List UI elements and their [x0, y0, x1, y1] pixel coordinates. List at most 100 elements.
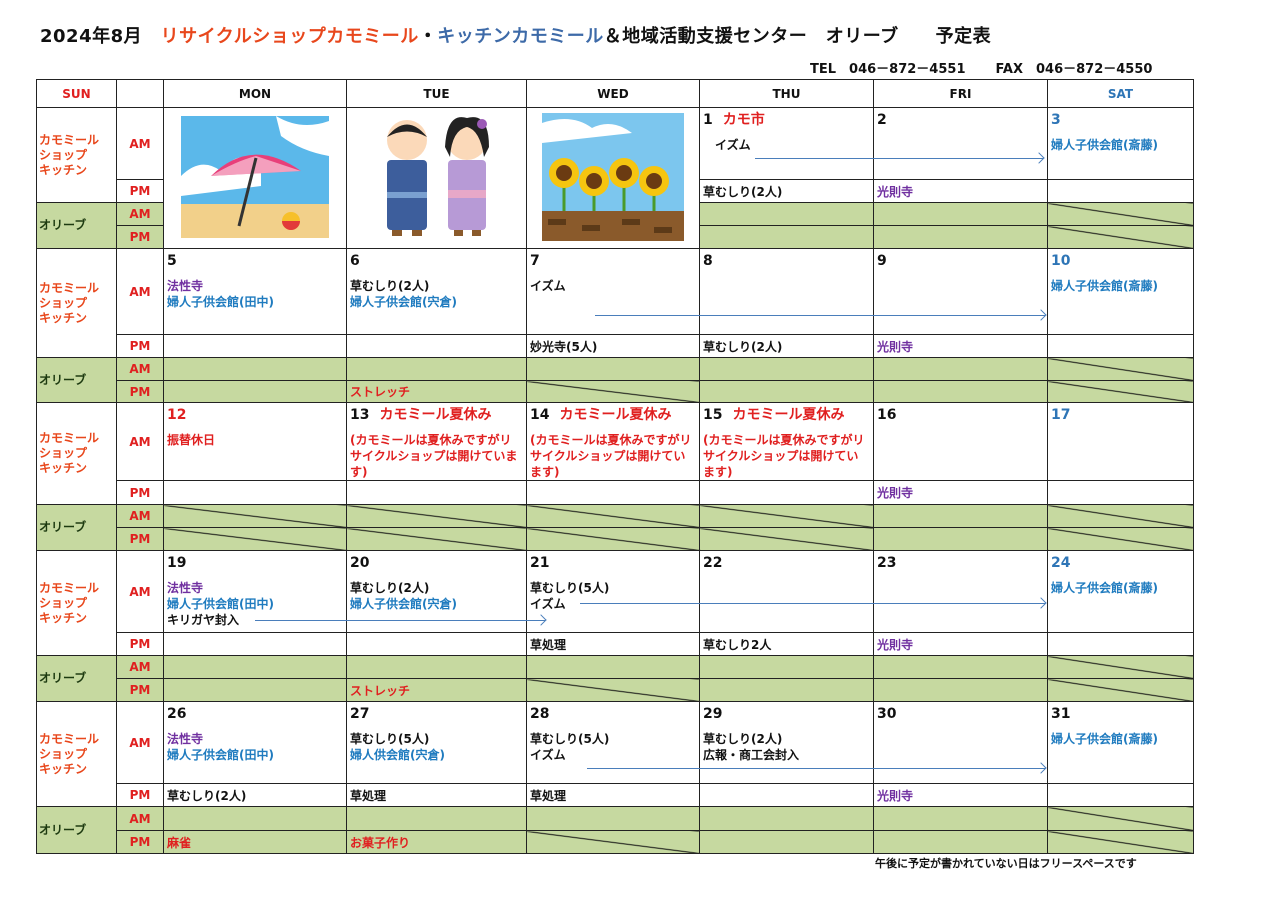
date-number: 28 [530, 706, 550, 722]
event-label: 草むしり(2人) [167, 788, 247, 803]
olive-pm-row: PM ストレッチ [37, 678, 1194, 702]
olive-am-row: オリーブ AM [36, 504, 1194, 551]
date-number: 5 [167, 253, 177, 269]
event-label: 光則寺 [877, 486, 914, 500]
event-label: (カモミールは夏休みですがリサイクルショップは開けています) [530, 433, 692, 479]
day-events: 草むしり(5人) 婦人供会館(宍倉) [350, 731, 523, 763]
schedule-calendar: SUN MON TUE WED THU FRI SAT カモミール ショップ キッチン AM 1 カモ… [36, 79, 1194, 854]
day-cell-24: 24 婦人子供会館(斎藤) [1047, 550, 1194, 633]
weekday-header-thu: THU [699, 79, 874, 108]
group-label-line: キッチン [39, 761, 88, 776]
pm-cell [1047, 632, 1194, 656]
sunflowers-icon [542, 112, 684, 241]
weekday-header-wed: WED [526, 79, 700, 108]
group-label-kamomile: カモミール ショップ キッチン [36, 701, 117, 807]
day-date: 12 [167, 406, 343, 424]
day-cell-6: 6 草むしり(2人) 婦人子供会館(宍倉) [346, 248, 527, 335]
olive-am-cell [526, 504, 700, 528]
tel-number: TEL 046－872－4551 [810, 62, 966, 77]
olive-am-cell [163, 357, 347, 381]
date-number: 29 [703, 706, 723, 722]
day-date: 21 [530, 554, 696, 572]
day-cell-31: 31 婦人子供会館(斎藤) [1047, 701, 1194, 784]
event-label: イズム [530, 597, 566, 611]
olive-am-row: オリーブ AM [36, 202, 1194, 249]
olive-pm-cell [1047, 380, 1194, 403]
day-cell-2: 2 [873, 107, 1048, 180]
am-label: AM [116, 701, 164, 784]
olive-am-cell [873, 655, 1048, 679]
day-events: 婦人子供会館(斎藤) [1051, 137, 1190, 153]
day-events: (カモミールは夏休みですがリサイクルショップは開けています) [530, 432, 696, 480]
event-label: イズム [530, 748, 566, 762]
event-label: 光則寺 [877, 339, 914, 354]
event-label: 草むしり(5人) [530, 581, 610, 595]
day-date: 15 カモミール夏休み [703, 406, 870, 424]
pm-label: PM [116, 527, 164, 551]
olive-pm-cell [1047, 527, 1194, 551]
pm-cell [1047, 179, 1194, 203]
event-label: (カモミールは夏休みですがリサイクルショップは開けています) [350, 433, 518, 479]
pm-cell: 草むしり(2人) [163, 783, 347, 807]
group-label-olive: オリーブ [36, 504, 117, 551]
group-label-line: カモミール [39, 132, 100, 147]
day-date: 29 [703, 705, 870, 723]
am-label: AM [116, 655, 164, 679]
olive-pm-cell [699, 380, 874, 403]
olive-pm-cell [526, 527, 700, 551]
date-number: 3 [1051, 112, 1061, 128]
olive-am-cell [346, 806, 527, 831]
olive-am-cell [526, 806, 700, 831]
am-label: AM [116, 357, 164, 381]
group-label-olive: オリーブ [36, 655, 117, 702]
group-label-line: カモミール [39, 431, 100, 445]
day-cell-26: 26 法性寺 婦人子供会館(田中) [163, 701, 347, 784]
olive-am-row: オリーブ AM [36, 806, 1194, 854]
event-label: 草むしり(5人) [530, 732, 610, 746]
olive-pm-cell [163, 380, 347, 403]
title-kitchen: キッチンカモミール [437, 26, 604, 47]
kamomile-pm-row: PM 光則寺 [37, 480, 1194, 505]
pm-cell: 草むしり(2人) [699, 334, 874, 358]
olive-am-cell [873, 202, 1048, 226]
day-date: 5 [167, 252, 343, 270]
am-label: AM [116, 107, 164, 180]
date-number: 17 [1051, 407, 1071, 423]
group-label-olive: オリーブ [36, 357, 117, 403]
group-label-line: キッチン [39, 461, 88, 475]
day-cell-16: 16 [873, 402, 1048, 481]
day-date: 13 カモミール夏休み [350, 406, 523, 424]
day-events: (カモミールは夏休みですがリサイクルショップは開けています) [350, 432, 523, 480]
continuation-arrow [755, 158, 1043, 159]
group-label-line: カモミール [39, 580, 100, 595]
pm-label: PM [116, 678, 164, 702]
footer-note: 午後に予定が書かれていない日はフリースペースです [875, 857, 1137, 870]
weekday-header-blank [116, 79, 164, 108]
pm-cell: 草むしり(2人) [699, 179, 874, 203]
group-label-line: キッチン [39, 610, 88, 625]
group-label-line: ショップ [39, 746, 88, 761]
day-cell-8: 8 [699, 248, 874, 335]
pm-label: PM [116, 632, 164, 656]
event-label: 草むしり(2人) [350, 581, 430, 595]
title-rest: ＆地域活動支援センター オリーブ 予定表 [603, 26, 992, 47]
date-number: 21 [530, 555, 550, 571]
day-events: イズム [530, 278, 696, 294]
olive-pm-row: PM 麻雀 お菓子作り [37, 830, 1194, 854]
day-title: カモミール夏休み [559, 407, 672, 423]
day-title: カモミール夏休み [732, 407, 845, 423]
contact-info: TEL 046－872－4551 FAX 046－872－4550 [810, 58, 1182, 77]
am-label: AM [116, 504, 164, 528]
day-events: 法性寺 婦人子供会館(田中) [167, 731, 343, 763]
olive-am-cell [873, 504, 1048, 528]
day-events: 草むしり(5人) イズム [530, 731, 696, 763]
beach-umbrella-illustration [163, 107, 347, 249]
group-label-line: ショップ [39, 295, 88, 310]
day-cell-15: 15 カモミール夏休み (カモミールは夏休みですがリサイクルショップは開けています) [699, 402, 874, 481]
pm-cell [163, 632, 347, 656]
date-number: 1 [703, 112, 713, 128]
day-events: 草むしり(5人) イズム [530, 580, 696, 612]
pm-cell: 妙光寺(5人) [526, 334, 700, 358]
pm-cell: 光則寺 [873, 480, 1048, 505]
am-label: AM [116, 248, 164, 335]
